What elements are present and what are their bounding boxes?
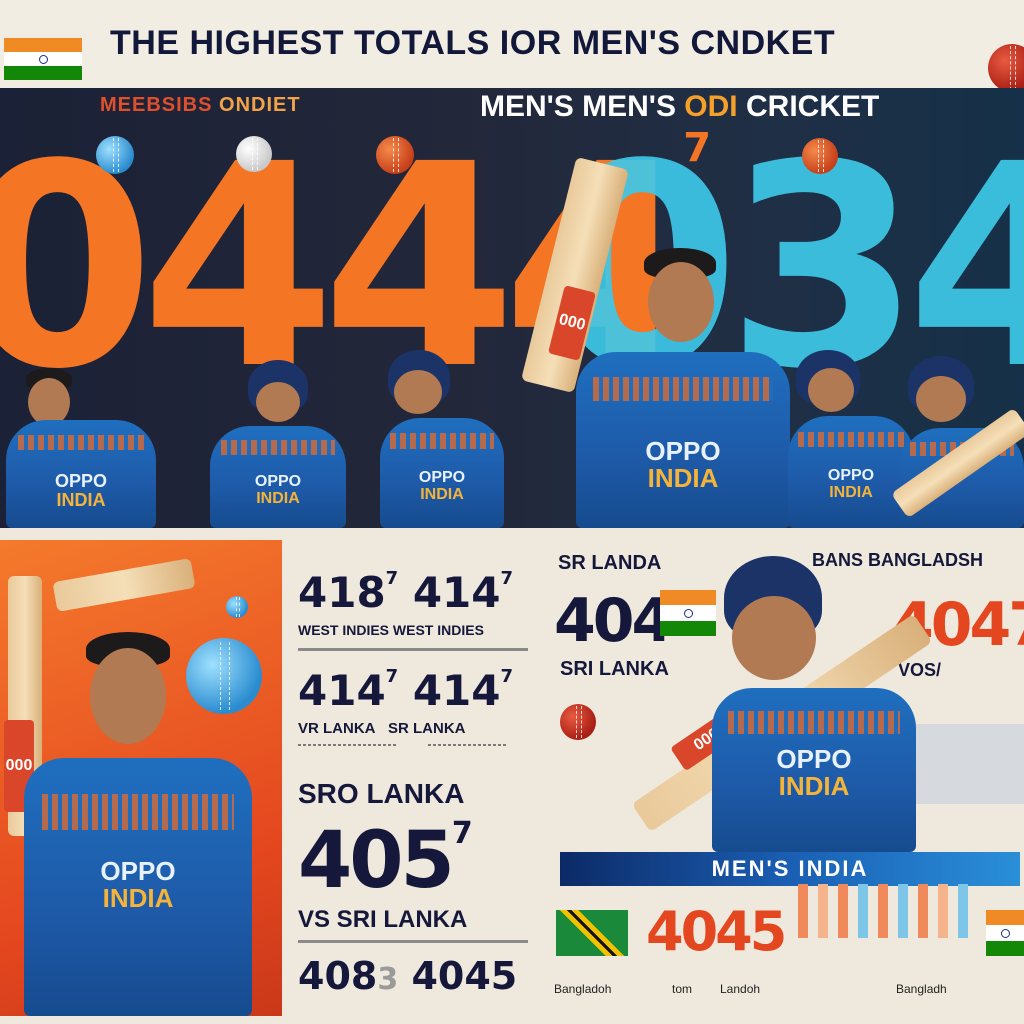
india-flag-icon bbox=[4, 38, 82, 80]
divider bbox=[428, 744, 508, 746]
title-strip: THE HIGHEST TOTALS IOR MEN'S CNDKET bbox=[0, 0, 1024, 95]
right-feature-panel: SR LANDA BANS BANGLADSH 404 SRI LANKA 40… bbox=[542, 536, 1024, 1016]
men-india-banner: MEN'S INDIA bbox=[560, 852, 1020, 886]
cricket-ball-icon bbox=[988, 44, 1024, 92]
label-sr-landa: SR LANDA bbox=[558, 552, 662, 574]
bar-mark bbox=[898, 884, 908, 938]
divider bbox=[298, 744, 398, 746]
player-figure: OPPO INDIA bbox=[208, 360, 348, 528]
vs-label: VOS/ bbox=[898, 660, 942, 680]
hero-subtitle-left: MEEBSIBS ONDIET bbox=[100, 94, 301, 116]
divider bbox=[298, 648, 528, 651]
score-caption: WEST INDIES WEST INDIES bbox=[298, 622, 484, 638]
score-caption: VR LANKA SR LANKA bbox=[298, 720, 466, 737]
india-flag-icon bbox=[660, 590, 716, 636]
cricket-ball-icon bbox=[376, 136, 414, 174]
opponent-label: VS SRI LANKA bbox=[298, 906, 468, 933]
highlight-score: 4057 bbox=[298, 816, 473, 906]
score-left: 404 bbox=[554, 586, 673, 656]
cricket-ball-icon bbox=[226, 596, 248, 618]
cricket-ball-icon bbox=[802, 138, 838, 174]
page-title: THE HIGHEST TOTALS IOR MEN'S CNDKET bbox=[110, 24, 836, 62]
cricket-bat bbox=[52, 558, 196, 612]
bar-mark bbox=[798, 884, 808, 938]
bar-mark bbox=[818, 884, 828, 938]
bangladesh-flag-icon bbox=[556, 910, 628, 956]
india-flag-icon bbox=[986, 910, 1024, 956]
stadium-graphic bbox=[910, 724, 1024, 804]
score-row: 4187 4147 bbox=[298, 568, 514, 617]
player-figure: OPPO INDIA bbox=[378, 350, 508, 528]
divider bbox=[298, 940, 528, 943]
cricket-ball-icon bbox=[236, 136, 272, 172]
footer-label: Bangladh bbox=[896, 982, 947, 996]
player-figure: OPPO INDIA bbox=[0, 368, 200, 528]
lower-section: 000 OPPO INDIA 4187 4147 WEST INDIES WEST… bbox=[0, 528, 1024, 1024]
bar-mark bbox=[938, 884, 948, 938]
score-row: 4083 4045 bbox=[298, 954, 518, 998]
footer-label: Bangladoh bbox=[554, 982, 612, 996]
bar-mark bbox=[838, 884, 848, 938]
player-figure: OPPO INDIA bbox=[786, 350, 916, 528]
hero-subtitle: MEN'S MEN'S ODI CRICKET bbox=[480, 90, 880, 123]
hero-banner: MEEBSIBS ONDIET MEN'S MEN'S ODI CRICKET … bbox=[0, 88, 1024, 528]
score-list-panel: 4187 4147 WEST INDIES WEST INDIES 4147 4… bbox=[288, 538, 536, 1016]
team-heading: SRO LANKA bbox=[298, 778, 465, 809]
footer-label: Landoh bbox=[720, 982, 761, 996]
cricket-ball-icon bbox=[186, 638, 262, 714]
player-figure: OPPO INDIA bbox=[24, 632, 260, 1016]
sri-lanka-label: SRI LANKA bbox=[560, 658, 669, 680]
bar-mark bbox=[958, 884, 968, 938]
bottom-score: 4045 bbox=[646, 900, 787, 963]
bar-mark bbox=[858, 884, 868, 938]
footer-label: tom bbox=[672, 982, 693, 996]
score-row: 4147 4147 bbox=[298, 666, 514, 715]
bar-mark bbox=[878, 884, 888, 938]
label-bangladesh: BANS BANGLADSH bbox=[812, 550, 983, 570]
cricket-ball-icon bbox=[560, 704, 596, 740]
left-feature-panel: 000 OPPO INDIA bbox=[0, 540, 282, 1016]
player-figure: OPPO INDIA bbox=[712, 556, 922, 852]
player-figure: OPPO INDIA bbox=[570, 248, 800, 528]
bar-mark bbox=[918, 884, 928, 938]
cricket-ball-icon bbox=[96, 136, 134, 174]
